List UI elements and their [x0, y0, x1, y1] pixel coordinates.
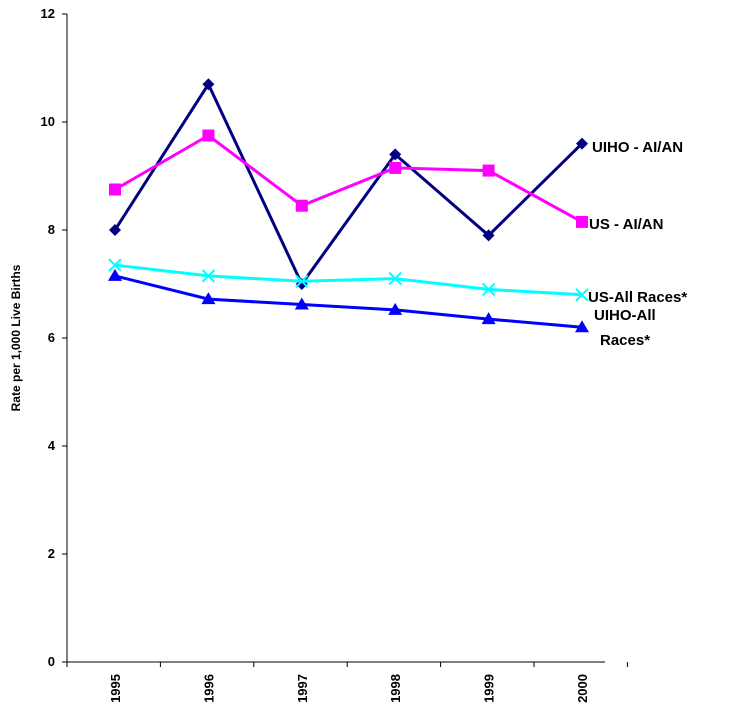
- y-tick-label: 2: [48, 546, 55, 561]
- x-tick-label: 1996: [201, 674, 216, 703]
- data-point: [202, 129, 215, 142]
- series-line: [114, 133, 583, 224]
- series-line: [113, 81, 584, 287]
- y-tick-label: 0: [48, 654, 55, 669]
- data-point: [388, 271, 402, 286]
- series-triangle: [108, 268, 589, 333]
- data-point: [481, 282, 496, 297]
- x-tick-label: 1998: [388, 674, 403, 703]
- data-point: [201, 269, 216, 283]
- series-line: [114, 263, 583, 297]
- data-point: [109, 183, 121, 196]
- data-point: [202, 78, 215, 91]
- y-ticks: 0 2 4 6 8 10 12: [41, 6, 67, 669]
- x-tick-label: 1997: [295, 674, 310, 703]
- series-label-uiho-all-races-line1: UIHO-All: [594, 307, 656, 324]
- data-point: [108, 268, 122, 281]
- data-point: [201, 292, 216, 305]
- series-layer: [108, 78, 589, 333]
- data-point: [482, 164, 495, 177]
- series-square: [109, 129, 588, 228]
- data-point: [481, 312, 496, 325]
- x-ticks: 1995 1996 1997 1998 1999 2000: [66, 662, 628, 703]
- x-axis: 1995 1996 1997 1998 1999 2000: [66, 661, 628, 703]
- data-point: [575, 288, 589, 302]
- y-axis: 0 2 4 6 8 10 12: [41, 6, 68, 669]
- data-point: [576, 137, 588, 150]
- y-tick-label: 4: [48, 438, 56, 453]
- y-axis-title: Rate per 1,000 Live Births: [9, 264, 23, 411]
- y-tick-label: 6: [48, 330, 55, 345]
- data-point: [294, 297, 309, 310]
- series-diamond: [109, 78, 588, 290]
- series-label-us-all-races: US-All Races*: [588, 289, 687, 306]
- series-label-uiho-aian: UIHO - AI/AN: [592, 139, 683, 156]
- data-point: [389, 148, 402, 161]
- data-point: [108, 258, 122, 272]
- series-label-uiho-all-races-line2: Races*: [600, 332, 650, 349]
- data-point: [388, 302, 403, 315]
- y-tick-label: 12: [41, 6, 55, 21]
- y-tick-label: 10: [41, 114, 55, 129]
- data-point: [575, 320, 589, 333]
- x-tick-label: 1999: [482, 674, 497, 703]
- data-point: [576, 215, 588, 228]
- series-line: [114, 274, 583, 329]
- series-labels: UIHO - AI/AN US - AI/AN US-All Races* UI…: [588, 139, 687, 349]
- data-point: [482, 229, 495, 242]
- y-tick-label: 8: [48, 222, 55, 237]
- x-tick-label: 2000: [575, 674, 590, 703]
- series-label-us-aian: US - AI/AN: [589, 216, 663, 233]
- data-point: [295, 199, 308, 212]
- data-point: [389, 161, 402, 174]
- x-tick-label: 1995: [108, 674, 123, 703]
- data-point: [109, 224, 121, 236]
- data-point: [295, 274, 309, 289]
- series-x: [108, 258, 589, 302]
